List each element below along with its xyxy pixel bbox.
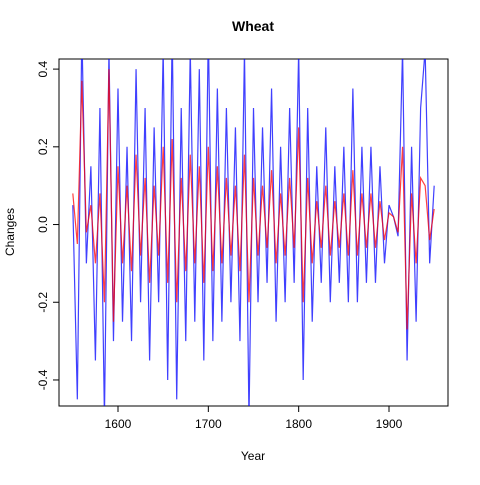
y-tick-label: -0.2 [36,292,50,313]
y-tick-label: 0.4 [36,60,50,77]
plot-area [72,59,435,406]
y-tick-label: -0.4 [36,369,50,390]
series-line [72,69,435,330]
x-tick-label: 1800 [285,417,312,431]
y-tick-label: 0.0 [36,216,50,233]
x-tick-label: 1700 [195,417,222,431]
x-tick-label: 1900 [376,417,403,431]
x-tick-label: 1600 [105,417,132,431]
y-axis-label: Changes [3,208,17,256]
series-line [72,59,435,406]
plot-box [58,58,449,407]
y-tick-label: 0.2 [36,138,50,155]
chart-title: Wheat [232,18,274,34]
x-axis-label: Year [241,449,265,463]
